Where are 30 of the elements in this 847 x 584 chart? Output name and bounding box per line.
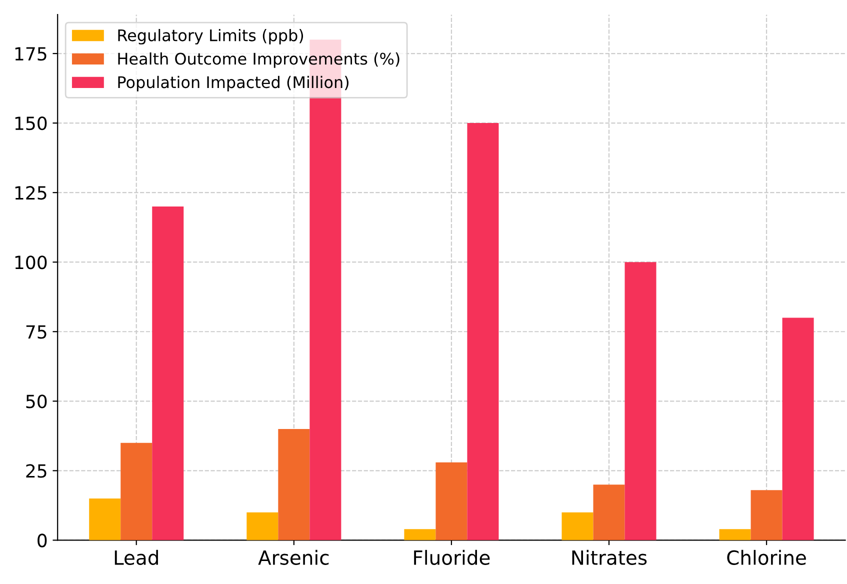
bar — [120, 442, 152, 540]
y-tick-label: 150 — [15, 116, 47, 130]
bar — [593, 484, 625, 540]
x-tick-label: Fluoride — [414, 550, 490, 565]
y-tick-label: 175 — [15, 47, 46, 61]
y-tick-label: 125 — [15, 186, 46, 200]
bar — [562, 512, 594, 540]
bar — [782, 318, 814, 540]
x-tick-label: Arsenic — [258, 550, 329, 565]
bar — [246, 512, 278, 540]
legend-label: Population Impacted (Million) — [118, 76, 348, 92]
bar — [624, 262, 656, 540]
legend-label: Regulatory Limits (ppb) — [118, 28, 304, 44]
bar — [467, 123, 499, 540]
bar — [750, 490, 782, 540]
y-tick-label: 0 — [38, 534, 47, 548]
bar — [436, 462, 468, 540]
y-tick-label: 100 — [15, 256, 47, 270]
x-tick-label: Chlorine — [727, 550, 806, 565]
bar — [719, 529, 751, 540]
x-tick-label: Lead — [114, 550, 158, 565]
x-tick-label: Nitrates — [572, 550, 647, 565]
y-tick-label: 25 — [26, 464, 46, 478]
bar — [404, 529, 436, 540]
legend-label: Health Outcome Improvements (%) — [118, 52, 400, 68]
bar — [89, 498, 121, 540]
y-tick-label: 75 — [26, 325, 46, 339]
y-tick-label: 50 — [26, 394, 47, 408]
bar — [152, 206, 184, 540]
bar — [278, 428, 310, 540]
